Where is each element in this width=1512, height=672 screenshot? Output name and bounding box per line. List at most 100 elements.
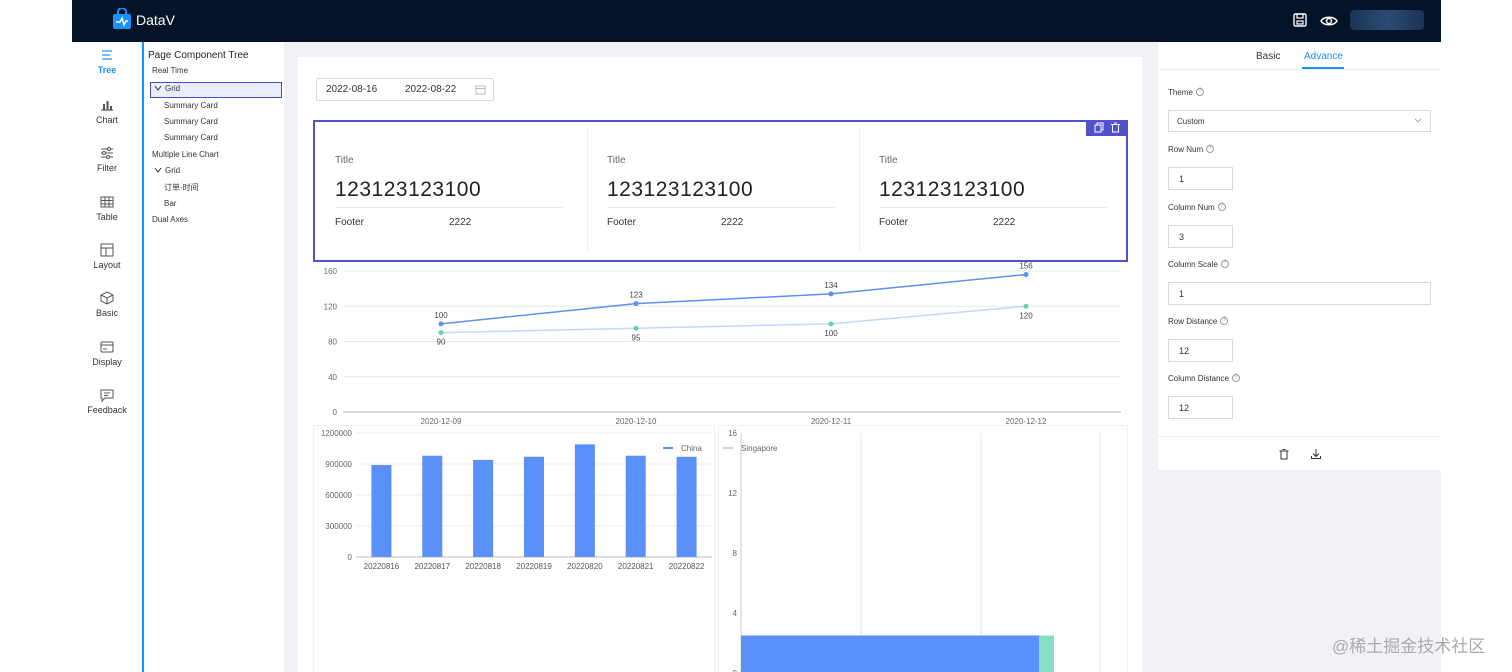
bar[interactable] [741,635,1039,672]
y-tick-label: 0 [333,408,338,417]
grid-component-selected[interactable]: Title 123123123100 Footer 2222 Title 123… [313,120,1128,262]
y-tick-label: 80 [328,338,337,347]
row-num-input[interactable]: 1 [1168,167,1233,190]
tree-node[interactable]: Dual Axes [152,215,188,224]
nav-feedback[interactable]: Feedback [72,387,142,427]
help-icon[interactable] [1220,317,1229,325]
data-point[interactable] [438,330,444,336]
nav-table[interactable]: Table [72,194,142,234]
y-tick-label: 1200000 [321,429,353,438]
multiple-line-chart[interactable]: 0 40 80 120 160 2020-12-09 2020-12-10 2020-12-1… [313,262,1128,462]
help-icon[interactable] [1231,374,1240,382]
card-value: 123123123100 [607,178,754,201]
data-point[interactable] [633,301,639,307]
help-icon[interactable] [1206,145,1215,153]
date-start[interactable]: 2022-08-16 [326,84,378,95]
tree-node-label: Real Time [152,66,189,75]
card-footer-value: 2222 [993,217,1016,228]
data-point[interactable] [1023,272,1029,278]
tree-node[interactable]: Summary Card [164,117,218,126]
delete-icon[interactable] [1110,122,1121,133]
copy-icon[interactable] [1094,122,1105,133]
y-tick-label: 160 [324,267,338,276]
y-tick-label: 300000 [325,522,352,531]
data-point[interactable] [828,291,834,297]
x-tick-label: 20220818 [465,562,501,571]
preview-eye-icon[interactable] [1320,12,1338,30]
row-distance-input[interactable]: 12 [1168,339,1233,362]
data-label: 134 [824,281,838,290]
nav-tree[interactable]: Tree [72,47,142,87]
save-icon[interactable] [1292,12,1308,28]
bar-chart[interactable]: 0 300000 600000 900000 1200000 20220816 202208… [314,426,716,672]
dual-axes-chart[interactable]: 0 4 8 12 16 [719,426,1129,672]
tree-node[interactable]: Summary Card [164,101,218,110]
y-tick-label: 0 [348,553,353,562]
tree-node[interactable]: 订单-时间 [164,182,199,193]
bar[interactable] [1039,635,1054,672]
tree-node[interactable]: Grid [154,84,180,93]
tree-node[interactable]: Real Time [152,66,188,75]
data-point[interactable] [633,325,639,331]
tree-node[interactable]: Grid [154,166,180,175]
nav-chart[interactable]: Chart [72,97,142,137]
caret-down-icon[interactable] [154,84,162,92]
legend-label[interactable]: China [681,444,702,453]
bar[interactable] [574,444,595,557]
theme-select-value: Custom [1177,117,1205,126]
help-icon[interactable] [1220,260,1229,268]
summary-card[interactable]: Title 123123123100 Footer 2222 [587,128,853,252]
tree-node[interactable]: Multiple Line Chart [152,150,219,159]
bar[interactable] [371,465,392,557]
trash-icon[interactable] [1278,448,1290,460]
download-icon[interactable] [1310,448,1322,460]
tree-node-label: Summary Card [164,117,218,126]
tree-node-label: Dual Axes [152,215,189,224]
user-avatar[interactable] [1350,10,1424,30]
nav-layout[interactable]: Layout [72,242,142,282]
tab-advance[interactable]: Advance [1304,51,1343,62]
nav-basic[interactable]: Basic [72,290,142,330]
column-scale-input[interactable]: 1 [1168,282,1431,305]
tree-node[interactable]: Bar [164,199,176,208]
column-num-input[interactable]: 3 [1168,225,1233,248]
series-line-china [440,273,1027,325]
icon-sidebar: Tree Chart Filter Table Layout Basic Display Fe… [72,42,142,672]
nav-label: Filter [97,163,117,173]
help-icon[interactable] [1195,88,1204,96]
x-tick-label: 20220820 [567,562,603,571]
data-point[interactable] [828,321,834,327]
help-icon[interactable] [1217,203,1226,211]
bar[interactable] [524,456,544,557]
date-end[interactable]: 2022-08-22 [405,84,457,95]
card-divider [607,207,835,208]
bar[interactable] [625,455,646,557]
data-point[interactable] [438,321,444,327]
column-num-label: Column Num [1168,203,1226,212]
nav-display[interactable]: Display [72,339,142,379]
legend-label[interactable]: Singapore [741,444,778,453]
nav-label: Chart [95,115,118,125]
bar[interactable] [473,459,494,557]
summary-card[interactable]: Title 123123123100 Footer 2222 [315,128,581,252]
nav-filter[interactable]: Filter [72,145,142,185]
x-tick-label: 2020-12-12 [1006,417,1047,426]
column-distance-input[interactable]: 12 [1168,396,1233,419]
card-title: Title [607,155,626,166]
summary-card[interactable]: Title 123123123100 Footer 2222 [859,128,1125,252]
data-label: 123 [629,291,643,300]
tree-node-label: Grid [165,84,181,93]
bar[interactable] [422,455,443,557]
caret-down-icon[interactable] [154,166,162,174]
data-label: 90 [437,338,446,347]
tree-node[interactable]: Summary Card [164,133,218,142]
data-point[interactable] [1023,303,1029,309]
y-tick-label: 900000 [325,460,352,469]
card-footer-value: 2222 [721,217,744,228]
card-footer-label: Footer [335,217,364,228]
bar[interactable] [676,456,697,557]
tab-basic[interactable]: Basic [1256,51,1281,62]
theme-select[interactable]: Custom [1168,110,1431,132]
chevron-down-icon [1414,118,1422,123]
date-range-picker[interactable]: 2022-08-16 2022-08-22 [316,78,494,101]
